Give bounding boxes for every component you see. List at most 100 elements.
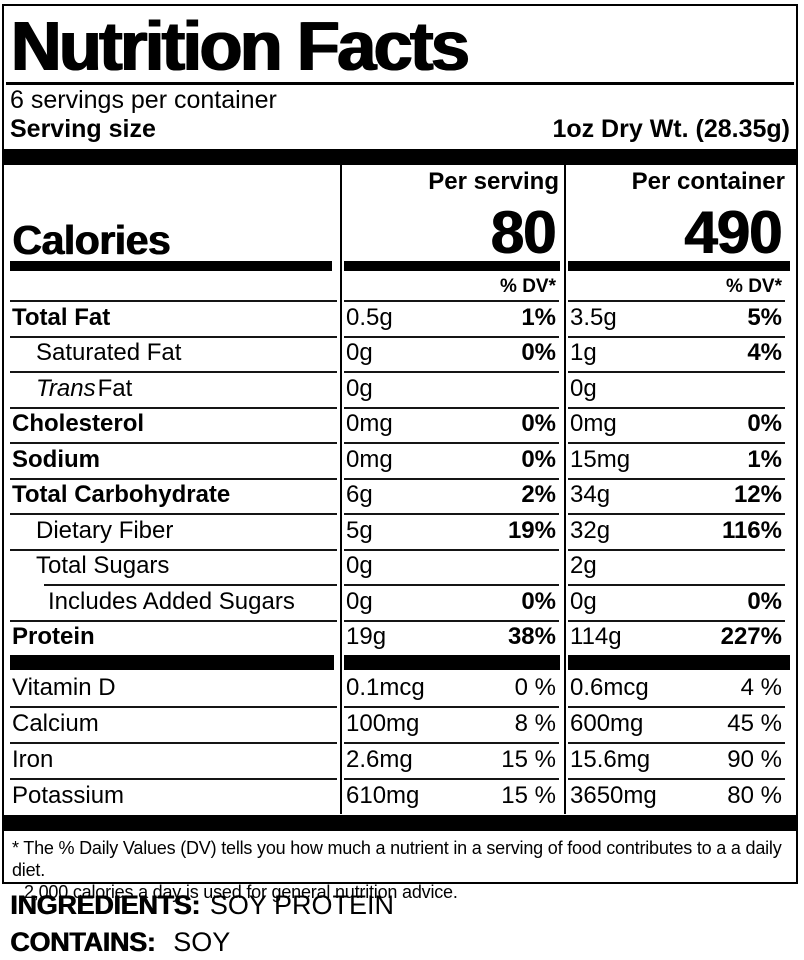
serving-size-row: Serving size 1oz Dry Wt. (28.35g) (10, 115, 790, 146)
calories-per-container-value: 490 (683, 199, 782, 266)
per-container-dv: 0% (747, 410, 782, 438)
dv-header-cell: % DV* (342, 273, 566, 300)
per-container-values: 0mg 0% (566, 410, 790, 438)
nutrient-name-cell: TransFat (10, 371, 342, 407)
calories-underline-cell (10, 261, 342, 273)
per-container-amount: 1g (570, 339, 597, 367)
per-serving-cell: 0.5g 1% (342, 300, 566, 336)
nutrient-row: Cholesterol 0mg 0% 0mg 0% (10, 406, 790, 443)
per-serving-cell: 5g 19% (342, 513, 566, 549)
ingredients-line: INGREDIENTS: SOY PROTEIN (10, 890, 394, 920)
per-serving-cell: 0mg 0% (342, 442, 566, 478)
nutrient-name: TransFat (36, 374, 133, 402)
vitamin-row: Iron 2.6mg 15 % 15.6mg 90 % (10, 742, 790, 778)
vitamin-row: Calcium 100mg 8 % 600mg 45 % (10, 706, 790, 742)
per-container-cell: 0g (566, 371, 790, 407)
separator-line (10, 442, 337, 444)
nutrient-name: Calcium (12, 710, 99, 737)
separator-line (344, 619, 559, 622)
per-container-amount: 0g (570, 374, 597, 402)
per-serving-cell: 0.1mcg 0 % (342, 670, 566, 706)
per-container-values: 114g 227% (566, 623, 790, 651)
separator-line (344, 477, 559, 480)
nutrient-name-cell: Potassium (10, 778, 342, 814)
per-serving-values: 100mg 8 % (342, 710, 564, 738)
vitamin-row: Potassium 610mg 15 % 3650mg 80 % (10, 778, 790, 814)
per-serving-cell: 19g 38% (342, 619, 566, 655)
per-serving-amount: 0.1mcg (346, 674, 425, 701)
dv-header-cell: % DV* (566, 273, 790, 300)
per-container-cell: 0mg 0% (566, 406, 790, 443)
per-serving-cell: 6g 2% (342, 477, 566, 513)
separator-line (10, 548, 337, 551)
per-serving-values: 0mg 0% (342, 410, 564, 438)
per-container-amount: 15.6mg (570, 746, 651, 773)
separator-line (10, 742, 337, 744)
nutrient-name: Total Sugars (36, 552, 170, 580)
per-serving-values: 0g (342, 375, 564, 403)
separator-line (344, 742, 559, 744)
separator-line (568, 619, 785, 622)
per-serving-dv: 8 % (514, 710, 556, 737)
per-container-amount: 3.5g (570, 303, 617, 331)
footnote-line1: * The % Daily Values (DV) tells you how … (12, 838, 782, 880)
per-container-dv: 12% (733, 481, 782, 509)
per-serving-cell: 0g (342, 548, 566, 584)
per-serving-values: 610mg 15 % (342, 782, 564, 810)
nutrient-name-cell: Protein (10, 619, 342, 655)
per-serving-dv: 38% (507, 623, 556, 651)
separator-line (44, 584, 337, 586)
per-container-cell: 34g 12% (566, 477, 790, 514)
per-container-cell: 600mg 45 % (566, 706, 790, 742)
per-container-dv: 227% (720, 623, 782, 651)
per-container-cell: 0g 0% (566, 584, 790, 620)
per-container-dv: 4% (747, 339, 782, 367)
separator-line (344, 300, 559, 302)
vitamin-row: Vitamin D 0.1mcg 0 % 0.6mcg 4 % (10, 670, 790, 706)
separator-line (568, 513, 785, 515)
per-serving-values: 2.6mg 15 % (342, 746, 564, 774)
per-container-cell: 3650mg 80 % (566, 778, 790, 814)
per-serving-dv: 15 % (501, 782, 556, 809)
dv-header-container: % DV* (726, 275, 782, 297)
per-serving-amount: 6g (346, 481, 373, 509)
per-serving-values: 5g 19% (342, 517, 564, 545)
section-bar-row (10, 655, 790, 670)
per-serving-amount: 0g (346, 339, 373, 367)
separator-line (344, 406, 559, 409)
per-container-cell: 114g 227% (566, 619, 790, 656)
separator-line (568, 742, 785, 744)
separator-line (344, 706, 559, 708)
header-thick-bar (4, 149, 796, 165)
separator-line (568, 477, 785, 480)
separator-line (10, 477, 337, 480)
contains-value: SOY (173, 927, 231, 957)
per-container-values: 600mg 45 % (566, 710, 790, 738)
per-container-cell: 32g 116% (566, 513, 790, 549)
calories-underline-cell (566, 261, 790, 273)
nutrient-name-cell: Includes Added Sugars (10, 584, 342, 620)
nutrient-name-cell: Total Carbohydrate (10, 477, 342, 513)
per-container-cell: 0.6mcg 4 % (566, 670, 790, 706)
per-container-dv: 0% (747, 587, 782, 615)
per-serving-amount: 100mg (346, 710, 420, 737)
servings-per-container: 6 servings per container (10, 86, 277, 114)
per-container-values: 1g 4% (566, 339, 790, 367)
per-container-values: 32g 116% (566, 517, 790, 545)
per-container-amount: 32g (570, 516, 611, 544)
label-title: Nutrition Facts (10, 7, 469, 85)
per-serving-values: 6g 2% (342, 481, 564, 509)
per-serving-values: 19g 38% (342, 623, 564, 651)
per-serving-values: 0.5g 1% (342, 304, 564, 332)
per-serving-dv: 0% (521, 339, 556, 367)
nutrient-name-cell: Saturated Fat (10, 335, 342, 371)
separator-line (10, 619, 337, 622)
per-serving-header-cell: Per serving 80 (342, 165, 566, 263)
nutrient-name-cell: Dietary Fiber (10, 513, 342, 549)
separator-line (344, 584, 559, 586)
per-serving-amount: 2.6mg (346, 746, 413, 773)
per-serving-header: Per serving (428, 168, 559, 195)
per-serving-amount: 0g (346, 587, 373, 615)
per-container-values: 15mg 1% (566, 446, 790, 474)
nutrient-name: Potassium (12, 782, 125, 809)
